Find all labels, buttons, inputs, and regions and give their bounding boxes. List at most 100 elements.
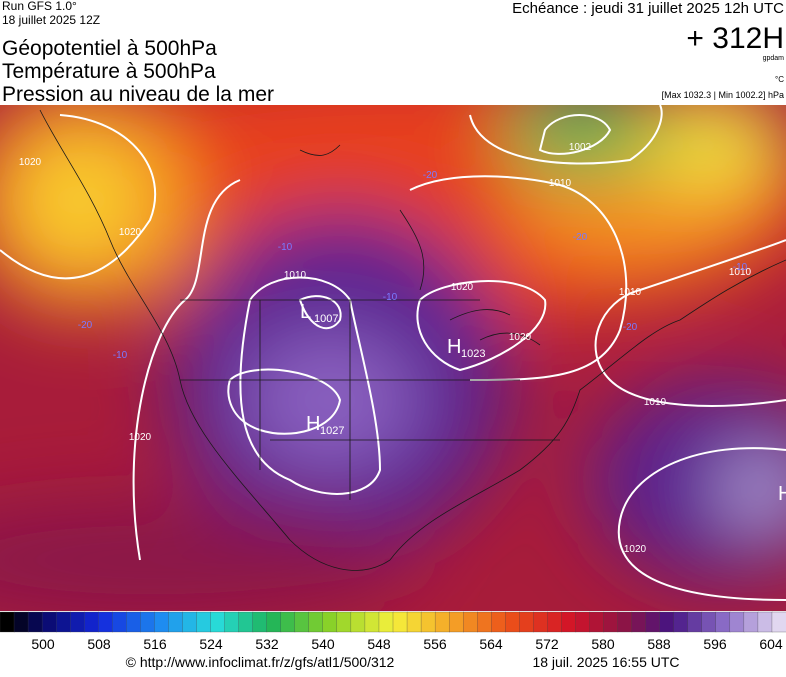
colorbar-swatch <box>252 611 268 633</box>
map-labels: 1020 1020 1010 1002 1010 1020 1010 1010 1020 1020… <box>19 142 786 555</box>
colorbar-swatch <box>182 611 198 633</box>
map <box>0 105 786 611</box>
colorbar-swatch <box>757 611 773 633</box>
colorbar-label: 596 <box>703 636 727 652</box>
timestamp: 18 juil. 2025 16:55 UTC <box>532 654 679 670</box>
unit-t: °C <box>775 75 784 84</box>
colorbar-label: 548 <box>367 636 391 652</box>
colorbar-swatch <box>350 611 366 633</box>
pressure-center-value: 1007 <box>314 313 338 325</box>
source-url: © http://www.infoclimat.fr/z/gfs/atl1/50… <box>126 654 395 670</box>
colorbar-label: 588 <box>647 636 671 652</box>
colorbar-label: 540 <box>311 636 335 652</box>
pressure-center-value: 1027 <box>320 425 344 437</box>
colorbar-swatch <box>308 611 324 633</box>
isobar-label: 1010 <box>284 270 307 281</box>
colorbar-swatch <box>519 611 535 633</box>
colorbar-swatch <box>631 611 647 633</box>
isobar-label: 1020 <box>129 432 152 443</box>
colorbar-label: 564 <box>479 636 503 652</box>
isobar-label: 1010 <box>729 267 752 278</box>
temperature-label: -20 <box>623 322 638 333</box>
colorbar-swatch <box>463 611 478 633</box>
colorbar-swatch <box>55 611 71 633</box>
colorbar-label: 508 <box>87 636 111 652</box>
colorbar-swatch <box>140 611 156 633</box>
isobar-label: 1002 <box>569 142 592 153</box>
colorbar-swatch <box>491 611 506 633</box>
colorbar-swatch <box>659 611 675 633</box>
colorbar-swatch <box>294 611 310 633</box>
colorbar-swatch <box>673 611 689 633</box>
extremes: [Max 1032.3 | Min 1002.2] hPa <box>662 90 784 100</box>
run-date: 18 juillet 2025 12Z <box>2 13 100 27</box>
colorbar-swatch <box>701 611 717 633</box>
temperature-label: -10 <box>113 350 128 361</box>
temperature-label: -20 <box>423 170 438 181</box>
colorbar-swatch <box>434 611 450 633</box>
colorbar-swatch <box>729 611 745 633</box>
coastlines <box>39 109 786 571</box>
colorbar: 500 508 516 524 532 540 548 556 564 572 580 588 596 6… <box>0 611 786 652</box>
colorbar-swatch <box>41 611 57 633</box>
isobar-label: 1010 <box>549 178 572 189</box>
colorbar-swatch <box>112 611 127 633</box>
colorbar-swatch <box>575 611 591 633</box>
colorbar-swatch <box>70 611 85 633</box>
temperature-label: -10 <box>278 242 293 253</box>
isobar-label: 1010 <box>619 287 642 298</box>
colorbar-swatch <box>168 611 184 633</box>
isobar-label: 1020 <box>19 157 42 168</box>
pressure-center-letter: H <box>306 413 320 435</box>
colorbar-swatch <box>336 611 352 633</box>
run-label: Run GFS 1.0° <box>2 0 77 13</box>
colorbar-swatch <box>280 611 296 633</box>
isobar-label: 1020 <box>451 282 474 293</box>
colorbar-swatch <box>477 611 492 633</box>
colorbar-swatch <box>98 611 113 633</box>
colorbar-swatch <box>238 611 254 633</box>
isobar-label: 1020 <box>119 227 142 238</box>
colorbar-label: 604 <box>759 636 783 652</box>
temperature-label: -10 <box>733 262 748 273</box>
title: Géopotentiel à 500hPa <box>2 37 217 60</box>
colorbar-swatch <box>392 611 408 633</box>
colorbar-swatch <box>13 611 29 633</box>
colorbar-swatch <box>224 611 240 633</box>
lead-time: + 312H <box>686 22 784 55</box>
isobar-label: 1020 <box>624 544 647 555</box>
colorbar-swatch <box>743 611 759 633</box>
pressure-center-value: 1023 <box>461 348 485 360</box>
pressure-center-letter: H <box>778 483 786 505</box>
colorbar-swatch <box>210 611 226 633</box>
colorbar-swatch <box>266 611 282 633</box>
isobars <box>0 105 786 601</box>
colorbar-swatch <box>533 611 549 633</box>
colorbar-swatch <box>27 611 43 633</box>
colorbar-swatch <box>364 611 380 633</box>
pressure-center-letter: H <box>447 336 461 358</box>
colorbar-label: 532 <box>255 636 279 652</box>
colorbar-label: 580 <box>591 636 615 652</box>
colorbar-swatch <box>561 611 577 633</box>
isobar-label: 1010 <box>644 397 667 408</box>
isobar-label: 1020 <box>509 332 532 343</box>
colorbar-label: 572 <box>535 636 559 652</box>
colorbar-swatch <box>715 611 731 633</box>
colorbar-label: 500 <box>31 636 55 652</box>
colorbar-swatch <box>771 611 786 633</box>
colorbar-label: 524 <box>199 636 223 652</box>
pressure-center-letter: L <box>300 301 311 323</box>
colorbar-swatch <box>505 611 520 633</box>
colorbar-swatch <box>406 611 422 633</box>
colorbar-swatch <box>589 611 605 633</box>
colorbar-swatch <box>603 611 619 633</box>
temperature-label: -20 <box>78 320 93 331</box>
colorbar-swatch <box>322 611 338 633</box>
colorbar-swatch <box>645 611 661 633</box>
colorbar-swatch <box>154 611 170 633</box>
colorbar-swatch <box>617 611 633 633</box>
temperature-label: -10 <box>383 292 398 303</box>
title: Température à 500hPa <box>2 60 216 83</box>
unit-gp: gpdam <box>763 55 785 62</box>
